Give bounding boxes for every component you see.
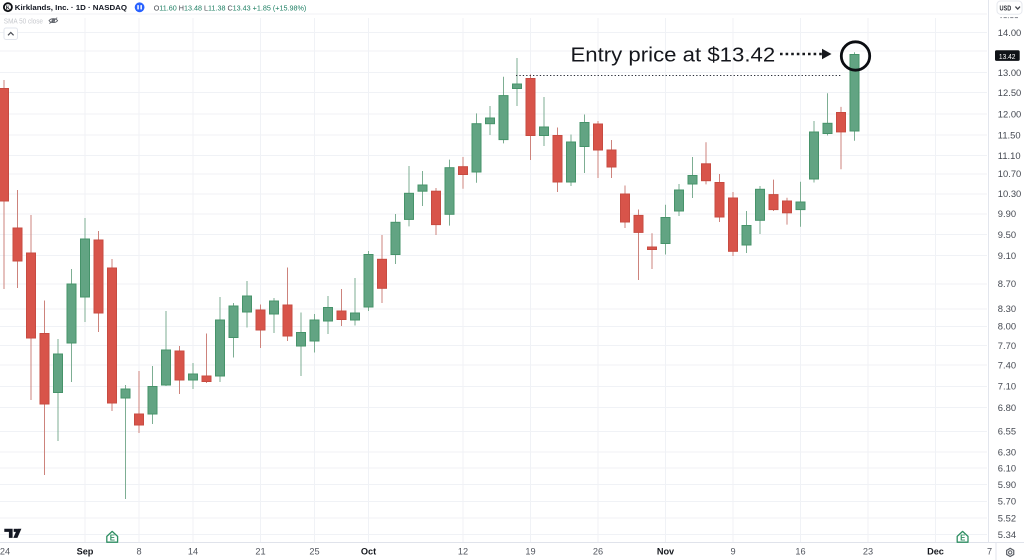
svg-text:10.30: 10.30 <box>998 188 1021 199</box>
svg-text:24: 24 <box>0 547 10 557</box>
svg-text:8.30: 8.30 <box>998 303 1016 314</box>
svg-text:16: 16 <box>795 547 805 557</box>
svg-text:11.10: 11.10 <box>998 150 1021 161</box>
svg-text:10.70: 10.70 <box>998 168 1021 179</box>
svg-text:7.70: 7.70 <box>998 340 1016 351</box>
svg-text:Nov: Nov <box>657 547 675 557</box>
svg-text:7.10: 7.10 <box>998 381 1016 392</box>
svg-text:14: 14 <box>188 547 198 557</box>
svg-text:11.50: 11.50 <box>998 129 1021 140</box>
svg-text:8.00: 8.00 <box>998 321 1016 332</box>
svg-text:7.40: 7.40 <box>998 359 1016 370</box>
svg-text:13.42: 13.42 <box>999 52 1016 61</box>
svg-text:9.90: 9.90 <box>998 208 1016 219</box>
svg-text:14.00: 14.00 <box>998 27 1021 38</box>
svg-text:13.00: 13.00 <box>998 67 1021 78</box>
svg-text:12.00: 12.00 <box>998 108 1021 119</box>
svg-text:SMA 50 close: SMA 50 close <box>4 18 43 25</box>
svg-text:9.10: 9.10 <box>998 250 1016 261</box>
svg-text:Dec: Dec <box>927 547 944 557</box>
svg-text:E: E <box>960 534 965 543</box>
svg-text:Kirklands, Inc. · 1D · NASDAQ: Kirklands, Inc. · 1D · NASDAQ <box>15 3 127 12</box>
svg-text:6.80: 6.80 <box>998 402 1016 413</box>
svg-text:O11.60 H13.48 L11.38 C13.43 +1: O11.60 H13.48 L11.38 C13.43 +1.85 (+15.9… <box>154 3 307 12</box>
svg-text:E: E <box>110 534 115 543</box>
svg-text:5.34: 5.34 <box>998 529 1016 540</box>
svg-text:Entry price at $13.42: Entry price at $13.42 <box>571 44 776 66</box>
svg-text:9: 9 <box>730 547 735 557</box>
svg-text:8.70: 8.70 <box>998 278 1016 289</box>
svg-text:6.55: 6.55 <box>998 426 1016 437</box>
svg-text:5.90: 5.90 <box>998 479 1016 490</box>
svg-text:Oct: Oct <box>361 547 376 557</box>
svg-text:K: K <box>6 5 11 11</box>
svg-text:7: 7 <box>987 547 992 557</box>
svg-text:5.70: 5.70 <box>998 496 1016 507</box>
svg-text:6.30: 6.30 <box>998 446 1016 457</box>
svg-text:8: 8 <box>136 547 141 557</box>
svg-text:6.10: 6.10 <box>998 462 1016 473</box>
svg-text:9.50: 9.50 <box>998 229 1016 240</box>
svg-text:5.52: 5.52 <box>998 512 1016 523</box>
svg-text:21: 21 <box>255 547 265 557</box>
svg-text:26: 26 <box>593 547 603 557</box>
svg-text:19: 19 <box>525 547 535 557</box>
svg-text:Sep: Sep <box>77 547 94 557</box>
svg-text:USD: USD <box>1000 4 1012 13</box>
svg-text:12: 12 <box>458 547 468 557</box>
svg-text:23: 23 <box>863 547 873 557</box>
svg-text:12.50: 12.50 <box>998 87 1021 98</box>
svg-text:25: 25 <box>309 547 319 557</box>
